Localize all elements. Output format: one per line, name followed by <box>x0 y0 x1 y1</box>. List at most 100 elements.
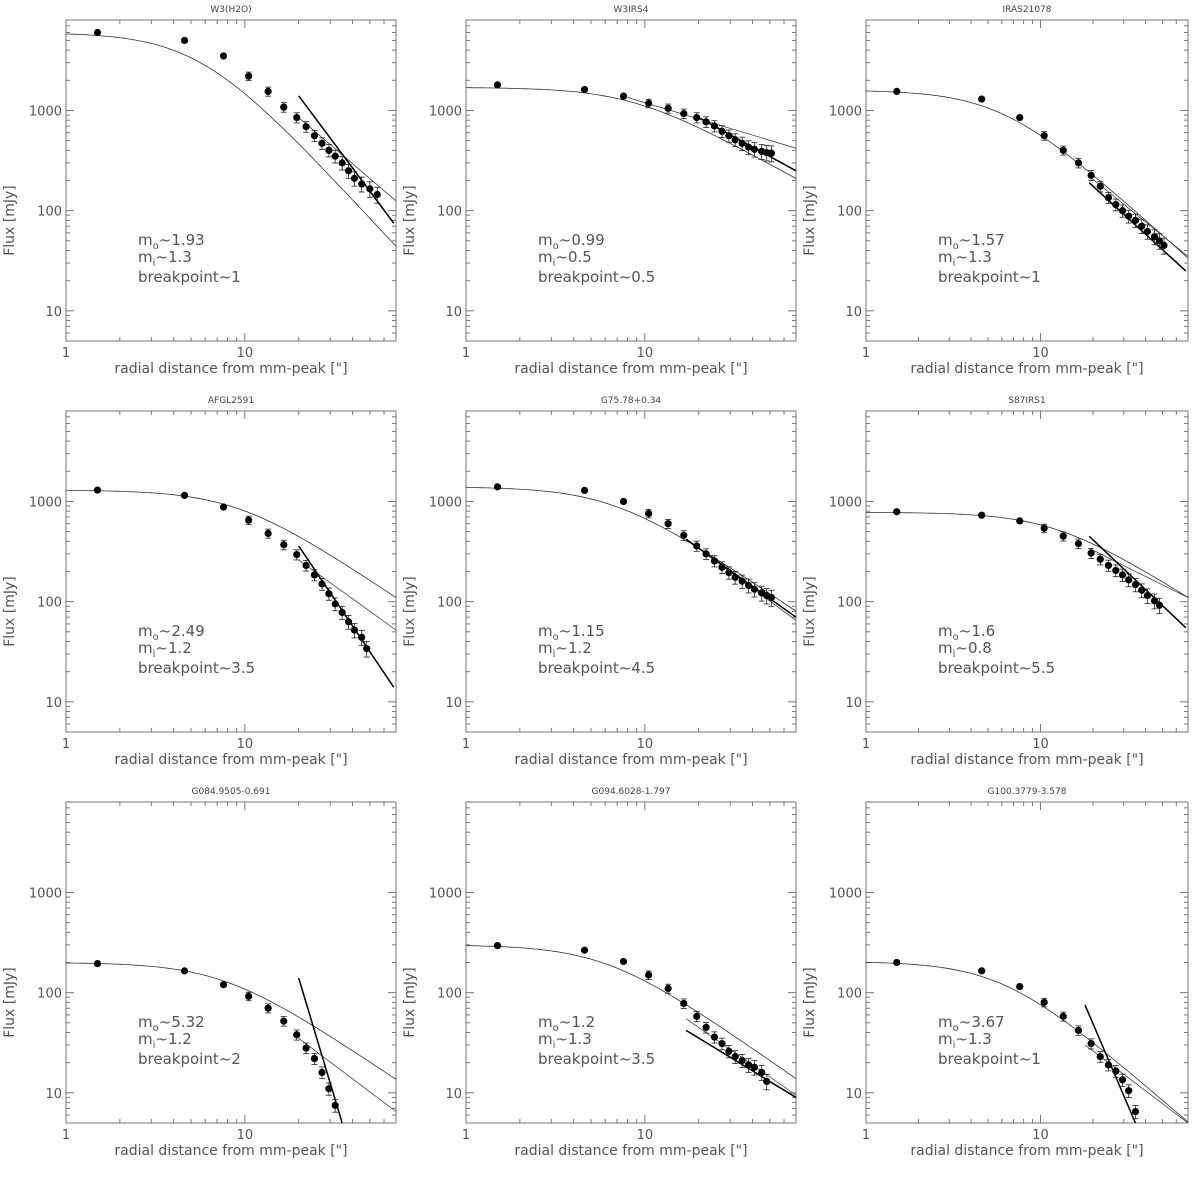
y-tick-label: 100 <box>437 987 462 1002</box>
annot-m-i-value: ~1.2 <box>155 1030 191 1048</box>
y-tick-label: 1000 <box>429 104 462 119</box>
data-point <box>302 123 310 131</box>
y-axis-label: Flux [mJy] <box>2 967 18 1038</box>
chart-panel-9: 1 10 10 100 1000 radial distance from mm-peak… <box>802 787 1189 1159</box>
data-point <box>1104 561 1113 570</box>
data-point <box>93 28 102 37</box>
data-point <box>693 1012 701 1020</box>
y-tick-label: 10 <box>445 1087 462 1102</box>
y-axis-label: Flux [mJy] <box>2 185 18 256</box>
plot-frame <box>865 801 1189 1124</box>
x-axis-label: radial distance from mm-peak ["] <box>514 1143 747 1159</box>
data-point <box>750 145 759 153</box>
annot-m-o-value: ~0.99 <box>559 231 605 249</box>
model-curve <box>866 961 1188 1123</box>
annot-m-o-prefix: m <box>938 231 953 249</box>
data-point <box>302 561 310 570</box>
data-point <box>1059 1012 1067 1020</box>
data-point <box>1138 586 1146 594</box>
annot-m-o-value: ~1.93 <box>159 231 205 249</box>
data-point <box>978 511 986 519</box>
data-point <box>331 600 339 608</box>
data-point <box>664 984 672 993</box>
annot-m-i-prefix: m <box>138 1030 153 1048</box>
y-tick-label: 1000 <box>429 495 462 510</box>
data-point <box>310 132 319 140</box>
annot-m-o-sub: o <box>953 241 959 252</box>
annot-m-o-value: ~1.15 <box>559 622 605 640</box>
annot-m-i-sub: i <box>153 1040 156 1051</box>
outer-fit-line <box>627 97 796 149</box>
data-point <box>645 509 653 518</box>
annot-breakpoint: breakpoint~5.5 <box>938 659 1055 677</box>
data-point <box>1087 549 1095 557</box>
annot-breakpoint: breakpoint~4.5 <box>538 659 655 677</box>
data-point <box>744 581 753 590</box>
y-tick-label: 100 <box>837 205 862 220</box>
y-tick-label: 1000 <box>29 886 62 901</box>
data-point <box>1016 982 1024 991</box>
y-axis-label: Flux [mJy] <box>802 967 818 1038</box>
annot-m-i-value: ~1.3 <box>955 1030 991 1048</box>
annot-m-o: mo~3.67 <box>938 1013 1005 1034</box>
data-point <box>619 957 628 966</box>
data-point <box>93 960 102 968</box>
y-tick-label: 100 <box>437 205 462 220</box>
data-point <box>1150 597 1159 605</box>
y-tick-label: 10 <box>45 305 62 320</box>
data-point <box>293 550 301 559</box>
x-tick-label: 1 <box>462 1128 470 1143</box>
data-point <box>1096 182 1104 190</box>
data-point <box>363 644 371 653</box>
plot-area <box>866 87 1188 272</box>
data-point <box>344 167 353 175</box>
y-tick-label: 100 <box>37 205 62 220</box>
data-point <box>245 992 253 1000</box>
annot-m-o-prefix: m <box>138 231 153 249</box>
data-point <box>358 633 366 641</box>
x-tick-label: 10 <box>637 737 654 752</box>
data-point <box>645 971 653 979</box>
inner-fit-line <box>298 545 395 688</box>
y-tick-label: 1000 <box>29 104 62 119</box>
annot-breakpoint: breakpoint~1 <box>138 268 241 286</box>
annot-breakpoint: breakpoint~3.5 <box>138 659 255 677</box>
data-point <box>1096 555 1104 563</box>
data-point <box>738 139 746 147</box>
x-tick-label: 1 <box>462 346 470 361</box>
annot-m-i-sub: i <box>153 649 156 660</box>
data-point <box>750 1063 759 1071</box>
annot-m-i-prefix: m <box>938 1030 953 1048</box>
annot-m-o-prefix: m <box>938 622 953 640</box>
data-point <box>1118 571 1127 579</box>
data-point <box>645 99 653 107</box>
y-tick-label: 1000 <box>29 495 62 510</box>
annot-m-o-value: ~3.67 <box>959 1013 1005 1031</box>
annot-m-i-value: ~1.2 <box>555 639 591 657</box>
y-axis-label: Flux [mJy] <box>402 967 418 1038</box>
data-point <box>725 132 733 140</box>
data-point <box>1150 233 1159 241</box>
plot-area <box>66 28 396 247</box>
data-point <box>580 946 589 954</box>
annot-m-i-prefix: m <box>138 248 153 266</box>
data-point <box>619 497 628 506</box>
data-point <box>493 483 502 491</box>
annot-m-i: mi~1.2 <box>138 1030 192 1051</box>
data-point <box>978 967 986 975</box>
x-tick-label: 10 <box>1032 1128 1049 1143</box>
annot-m-o-sub: o <box>153 1023 159 1034</box>
data-point <box>718 1040 726 1048</box>
annot-m-o-value: ~1.57 <box>959 231 1005 249</box>
data-point <box>1112 1067 1120 1075</box>
annot-breakpoint: breakpoint~2 <box>138 1050 241 1068</box>
annot-m-o-prefix: m <box>538 231 553 249</box>
data-point <box>680 999 688 1008</box>
outer-fit-line <box>1088 176 1188 257</box>
x-tick-label: 1 <box>462 737 470 752</box>
data-point <box>1059 146 1067 154</box>
annot-m-o-prefix: m <box>538 1013 553 1031</box>
x-tick-label: 1 <box>862 1128 870 1143</box>
panel-title: G100.3779-3.578 <box>988 787 1067 797</box>
annot-m-i: mi~1.3 <box>538 1030 592 1051</box>
